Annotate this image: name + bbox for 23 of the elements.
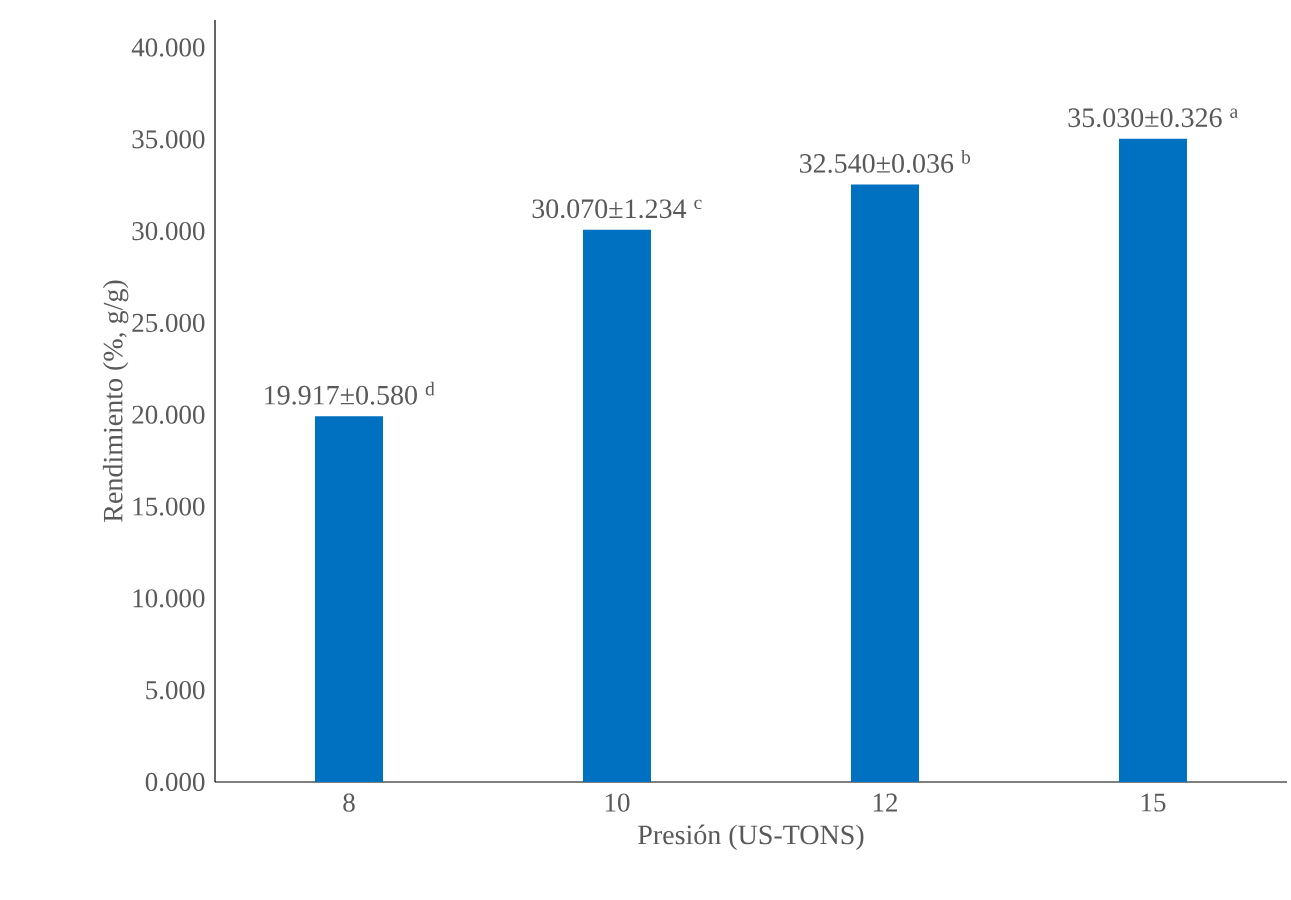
bar bbox=[1118, 138, 1187, 782]
y-tick-label: 10.000 bbox=[133, 589, 205, 608]
bar bbox=[582, 229, 651, 782]
y-axis-title: Rendimiento (%, g/g) bbox=[102, 280, 129, 522]
bar bbox=[850, 184, 919, 782]
y-tick-label: 30.000 bbox=[132, 221, 205, 241]
data-label: 32.540±0.036 $^{b}$ bbox=[799, 149, 971, 173]
x-tick-label: 8 bbox=[343, 793, 355, 812]
y-tick-label: 25.000 bbox=[132, 313, 205, 333]
data-label: 35.030±0.326 $^{a}$ bbox=[1068, 108, 1238, 128]
data-label: 19.917±0.580 $^{d}$ bbox=[265, 381, 435, 405]
y-tick-label: 0.000 bbox=[145, 772, 205, 792]
x-axis-title: Presión (US-TONS) bbox=[638, 824, 864, 851]
bar bbox=[315, 416, 383, 782]
x-tick-label: 15 bbox=[1141, 793, 1166, 812]
y-tick-label: 20.000 bbox=[132, 405, 205, 424]
y-tick-label: 5.000 bbox=[146, 681, 205, 700]
y-tick-label: 35.000 bbox=[132, 130, 205, 149]
y-tick-label: 15.000 bbox=[133, 497, 205, 516]
x-tick-label: 12 bbox=[873, 793, 897, 812]
data-label: 30.070±1.234 $^{c}$ bbox=[532, 199, 702, 219]
y-tick-label: 40.000 bbox=[131, 38, 205, 57]
x-tick-label: 10 bbox=[605, 793, 630, 812]
